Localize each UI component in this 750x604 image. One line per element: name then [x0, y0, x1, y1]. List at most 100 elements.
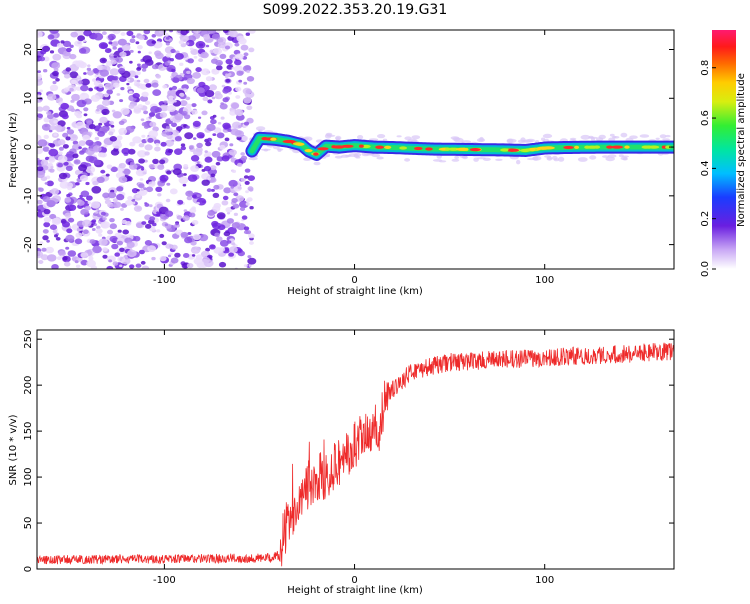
x-tick-label: -100 — [153, 575, 176, 586]
noise-speckle — [113, 30, 117, 33]
noise-speckle — [242, 87, 252, 95]
ridge-halo — [551, 155, 558, 160]
noise-speckle — [216, 156, 224, 162]
noise-speckle — [239, 200, 249, 209]
noise-speckle — [186, 70, 191, 75]
noise-speckle — [113, 204, 118, 208]
noise-speckle — [224, 45, 231, 50]
noise-speckle — [110, 166, 118, 173]
noise-speckle — [52, 70, 59, 77]
ridge-halo — [608, 137, 616, 142]
noise-speckle — [51, 217, 61, 225]
noise-speckle — [231, 67, 235, 70]
noise-speckle — [186, 195, 193, 201]
noise-speckle — [65, 136, 71, 141]
ridge-hotspot — [448, 147, 456, 151]
noise-speckle — [190, 246, 201, 254]
noise-speckle — [63, 87, 70, 92]
noise-speckle — [37, 94, 41, 98]
ridge-halo — [589, 155, 597, 160]
noise-speckle — [244, 180, 250, 185]
noise-speckle — [58, 172, 68, 180]
noise-speckle — [227, 226, 237, 235]
noise-speckle — [225, 58, 233, 65]
y-tick-label: -20 — [23, 236, 34, 252]
noise-speckle — [77, 200, 85, 206]
noise-speckle — [247, 255, 252, 259]
noise-speckle — [37, 73, 42, 80]
noise-speckle — [76, 75, 81, 78]
noise-speckle — [96, 225, 101, 230]
noise-speckle — [179, 62, 184, 66]
y-tick-label: 0 — [23, 566, 34, 572]
x-tick-label: 100 — [535, 275, 554, 286]
noise-speckle — [90, 201, 101, 209]
noise-speckle — [150, 105, 160, 114]
noise-speckle — [111, 243, 119, 250]
ridge-hotspot — [295, 142, 305, 146]
noise-speckle — [159, 174, 169, 182]
noise-speckle — [82, 219, 92, 227]
ridge-hotspot — [261, 137, 269, 141]
noise-speckle — [235, 95, 241, 99]
ridge-hotspot — [529, 148, 536, 152]
noise-speckle — [49, 224, 58, 230]
noise-speckle — [122, 229, 129, 235]
ridge-halo — [544, 155, 552, 158]
noise-speckle — [42, 105, 50, 112]
noise-speckle — [147, 245, 157, 253]
noise-speckle — [200, 51, 209, 59]
noise-speckle — [81, 92, 86, 96]
noise-speckle — [138, 183, 145, 189]
noise-speckle — [96, 176, 105, 183]
ridge-hotspot — [313, 152, 319, 156]
noise-speckle — [57, 139, 66, 146]
noise-speckle — [165, 125, 171, 129]
ridge-halo — [506, 138, 517, 143]
noise-speckle — [192, 30, 201, 34]
spectrogram-frame — [36, 29, 675, 270]
noise-speckle — [46, 180, 54, 187]
noise-speckle — [37, 70, 41, 73]
noise-speckle — [37, 79, 43, 86]
noise-speckle — [217, 223, 221, 226]
noise-speckle — [172, 77, 180, 83]
noise-speckle — [243, 226, 250, 231]
noise-speckle — [165, 42, 170, 46]
noise-speckle — [75, 60, 85, 68]
noise-speckle — [170, 257, 179, 264]
noise-speckle — [128, 90, 133, 94]
noise-speckle — [140, 168, 145, 171]
y-tick-label: 10 — [23, 92, 34, 105]
noise-speckle — [228, 91, 232, 95]
noise-speckle — [222, 88, 230, 94]
noise-speckle — [183, 164, 189, 168]
ridge-halo — [479, 136, 484, 142]
noise-speckle — [237, 162, 243, 167]
noise-speckle — [231, 242, 236, 246]
noise-speckle — [167, 89, 177, 97]
noise-speckle — [102, 31, 107, 35]
noise-speckle — [219, 53, 227, 60]
noise-speckle — [66, 228, 73, 234]
ridge-halo — [622, 157, 628, 161]
noise-speckle — [110, 124, 115, 128]
ridge-hotspot — [646, 145, 652, 149]
noise-speckle — [135, 194, 141, 198]
noise-speckle — [220, 116, 225, 120]
ridge-halo — [396, 135, 402, 138]
noise-speckle — [109, 223, 118, 230]
noise-speckle — [71, 79, 77, 85]
noise-speckle — [171, 85, 178, 90]
noise-speckle — [174, 136, 182, 142]
noise-speckle — [206, 123, 216, 132]
noise-speckle — [160, 141, 167, 147]
noise-speckle — [225, 78, 231, 83]
noise-speckle — [109, 53, 114, 56]
ridge-halo — [334, 155, 343, 159]
noise-speckle — [120, 207, 124, 211]
noise-speckle — [65, 67, 72, 72]
noise-speckle — [191, 220, 199, 225]
noise-speckle — [221, 84, 226, 88]
noise-speckle — [67, 186, 73, 191]
